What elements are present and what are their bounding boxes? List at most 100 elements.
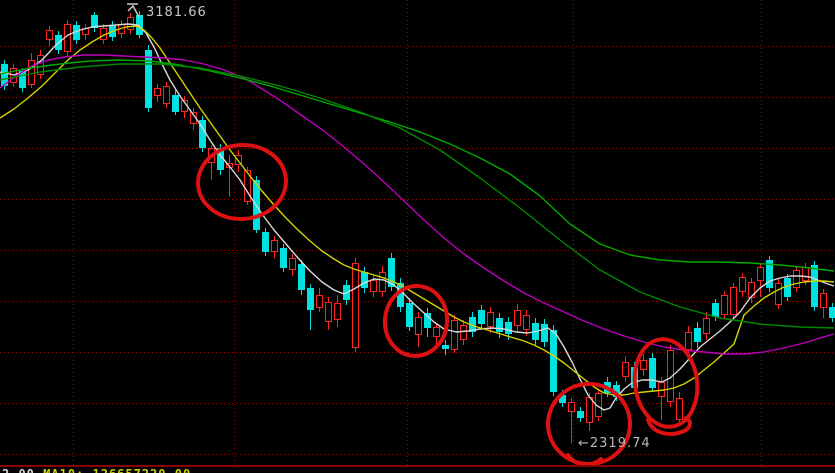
v-gridline: [761, 0, 762, 465]
h-gridline: [0, 148, 835, 149]
h-gridline: [0, 250, 835, 251]
ma-line-MA10: [0, 25, 835, 396]
candle-up: [460, 325, 467, 340]
footer-ma-label: MA10: 126657220.00: [43, 467, 191, 473]
candle-down: [532, 323, 539, 340]
candle-down: [397, 283, 404, 307]
candle-down: [343, 285, 350, 300]
h-gridline: [0, 454, 835, 455]
candle-down: [406, 303, 413, 327]
h-gridline: [0, 97, 835, 98]
h-gridline: [0, 46, 835, 47]
candle-up: [352, 263, 359, 348]
candle-down: [253, 180, 260, 230]
candle-down: [469, 317, 476, 332]
v-gridline: [573, 0, 574, 465]
candle-up: [433, 327, 440, 337]
candle-down: [91, 15, 98, 28]
candle-up: [802, 267, 809, 281]
candle-down: [505, 322, 512, 334]
candle-down: [496, 318, 503, 332]
candle-down: [559, 395, 566, 403]
candle-up: [685, 332, 692, 350]
candle-down: [388, 258, 395, 287]
candle-up: [622, 362, 629, 377]
candle-up: [235, 155, 242, 165]
v-gridline: [407, 0, 408, 465]
candle-up: [127, 17, 134, 30]
candle-up: [370, 280, 377, 292]
candle-down: [145, 50, 152, 108]
candle-up: [703, 318, 710, 334]
trough-price-label: ←2319.74: [578, 436, 651, 451]
candle-down: [604, 382, 611, 393]
candle-up: [325, 302, 332, 322]
candle-up: [334, 303, 341, 320]
candle-up: [514, 310, 521, 326]
candle-up: [757, 267, 764, 281]
h-gridline: [0, 352, 835, 353]
annotation-stroke: [646, 416, 692, 436]
candle-down: [829, 307, 835, 318]
candle-down: [361, 272, 368, 288]
candle-down: [307, 288, 314, 310]
candle-down: [262, 232, 269, 252]
candle-up: [226, 163, 233, 168]
candle-up: [748, 282, 755, 298]
candle-up: [595, 393, 602, 417]
ma-line-MA30: [0, 54, 835, 355]
candle-down: [649, 358, 656, 388]
candle-up: [46, 30, 53, 40]
candle-down: [280, 248, 287, 268]
candle-up: [289, 258, 296, 270]
candle-down: [694, 328, 701, 342]
candle-up: [163, 86, 170, 104]
panel-divider: [0, 465, 835, 467]
candle-up: [10, 68, 17, 83]
candle-down: [577, 411, 584, 418]
candle-down: [424, 313, 431, 328]
candle-down: [550, 330, 557, 392]
candle-up: [721, 295, 728, 315]
candle-up: [775, 283, 782, 305]
candle-up: [586, 397, 593, 423]
ma-line-MA120: [0, 63, 835, 329]
candle-down: [136, 15, 143, 35]
candle-up: [271, 240, 278, 252]
candle-up: [37, 55, 44, 75]
candle-down: [442, 345, 449, 349]
candle-down: [811, 265, 818, 307]
candle-up: [64, 24, 71, 52]
candle-up: [487, 312, 494, 327]
candle-up: [379, 272, 386, 292]
v-gridline: [73, 0, 74, 465]
candle-up: [676, 398, 683, 420]
candle-down: [19, 71, 26, 88]
candle-down: [55, 35, 62, 50]
candle-up: [181, 100, 188, 112]
candle-up: [100, 28, 107, 40]
v-gridline: [234, 0, 235, 465]
candle-up: [82, 28, 89, 35]
candle-down: [541, 324, 548, 342]
candle-down: [199, 120, 206, 148]
candle-up: [739, 277, 746, 292]
candle-up: [820, 293, 827, 308]
candle-down: [631, 367, 638, 388]
candle-up: [208, 148, 215, 163]
candle-down: [1, 64, 8, 86]
candle-down: [784, 278, 791, 297]
candle-up: [190, 112, 197, 124]
candle-up: [415, 317, 422, 335]
candle-down: [109, 25, 116, 37]
candle-down: [478, 310, 485, 324]
candle-down: [712, 303, 719, 317]
candle-down: [73, 25, 80, 40]
ma-line-MA60: [0, 59, 835, 272]
peak-price-label: 3181.66: [146, 5, 207, 20]
candle-up: [667, 350, 674, 402]
candle-up: [244, 170, 251, 202]
candle-up: [658, 382, 665, 397]
footer-bar: 2.00 MA10: 126657220.00: [2, 467, 191, 473]
